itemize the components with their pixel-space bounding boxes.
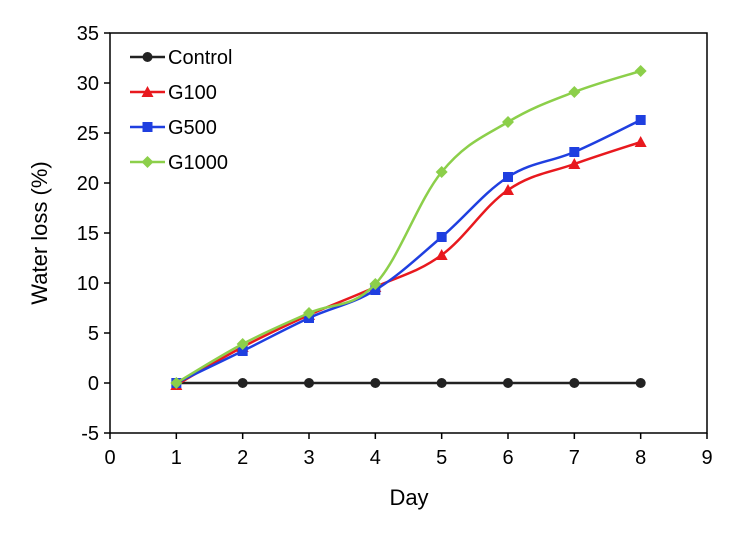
data-point-g500 (237, 346, 248, 356)
y-tick-label: 30 (77, 73, 99, 95)
data-point-control (436, 378, 447, 388)
data-point-g1000 (369, 278, 382, 290)
x-tick-label: 0 (104, 447, 115, 469)
legend-label-control: Control (168, 47, 232, 69)
x-tick-label: 3 (303, 447, 314, 469)
y-tick-label: 20 (77, 173, 99, 195)
series-control (171, 378, 646, 388)
x-tick-label: 4 (370, 447, 381, 469)
legend-marker-g1000 (141, 156, 154, 168)
x-tick-label: 7 (569, 447, 580, 469)
data-point-g500 (635, 115, 646, 125)
y-tick-label: 25 (77, 123, 99, 145)
y-tick-label: -5 (81, 423, 99, 445)
data-point-g1000 (236, 338, 249, 350)
y-tick-label: 0 (88, 373, 99, 395)
data-point-g500 (569, 147, 580, 157)
data-point-g1000 (568, 86, 581, 98)
data-point-g500 (436, 232, 447, 242)
legend-item-g100: G100 (130, 82, 217, 104)
legend-item-control: Control (130, 47, 232, 69)
series-line-g500 (175, 118, 642, 385)
data-point-g1000 (170, 377, 183, 389)
x-tick-label: 9 (701, 447, 712, 469)
series-layer (170, 65, 647, 390)
x-axis-label: Day (389, 485, 428, 510)
legend-item-g1000: G1000 (130, 152, 228, 174)
data-point-control (237, 378, 248, 388)
data-point-control (304, 378, 314, 388)
data-point-g1000 (435, 166, 448, 178)
legend-label-g100: G100 (168, 82, 217, 104)
data-point-g100 (435, 249, 448, 260)
legend-marker-control (142, 52, 153, 62)
data-point-control (370, 378, 381, 388)
series-g1000 (170, 65, 647, 389)
x-tick-label: 1 (171, 447, 182, 469)
x-tick-label: 8 (635, 447, 646, 469)
data-point-control (569, 378, 580, 388)
legend-label-g500: G500 (168, 117, 217, 139)
data-point-g1000 (634, 65, 647, 77)
data-point-control (503, 378, 513, 388)
y-tick-label: 5 (88, 323, 99, 345)
series-line-g1000 (175, 69, 642, 385)
legend-marker-g100 (141, 86, 154, 97)
x-tick-label: 2 (237, 447, 248, 469)
data-point-g100 (568, 158, 581, 169)
x-tick-label: 5 (436, 447, 447, 469)
data-point-g100 (502, 184, 514, 195)
legend-item-g500: G500 (130, 117, 217, 139)
y-tick-label: 35 (77, 23, 99, 45)
x-tick-label: 6 (502, 447, 513, 469)
data-point-g1000 (303, 307, 315, 319)
data-point-g500 (503, 172, 513, 182)
y-tick-label: 15 (77, 223, 99, 245)
y-tick-label: 10 (77, 273, 99, 295)
legend-label-g1000: G1000 (168, 152, 228, 174)
data-point-control (635, 378, 646, 388)
series-line-g100 (175, 140, 642, 387)
data-point-g1000 (502, 116, 514, 128)
data-point-g100 (634, 136, 647, 147)
legend: Control G100 G500 G1000 (130, 47, 232, 174)
y-axis-label: Water loss (%) (27, 161, 52, 304)
legend-marker-g500 (142, 122, 153, 132)
